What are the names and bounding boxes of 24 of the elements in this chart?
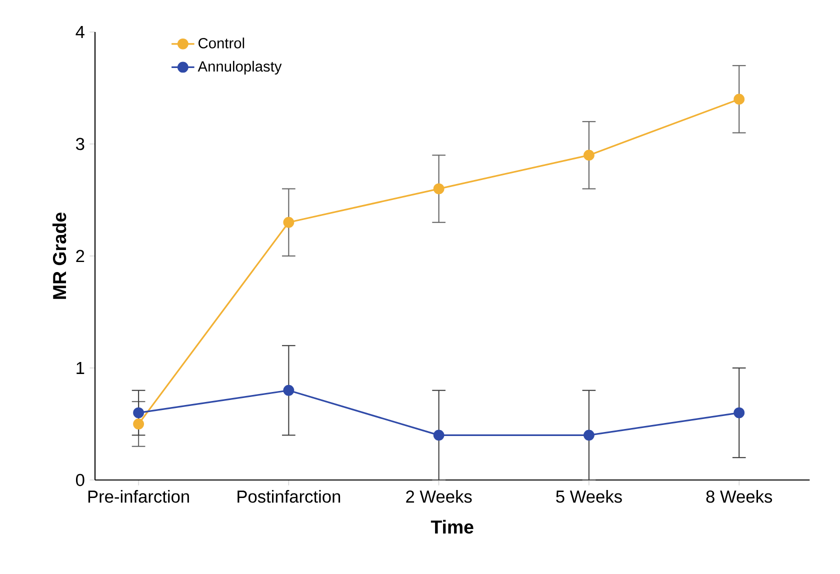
point	[583, 150, 594, 161]
point	[734, 407, 745, 418]
point	[133, 407, 144, 418]
legend-label: Control	[198, 38, 244, 48]
point	[583, 430, 594, 441]
y-tick-label: 3	[76, 138, 84, 150]
point	[433, 183, 444, 194]
point	[283, 216, 294, 228]
x-axis-title: Time	[430, 520, 474, 534]
x-tick-label: 5 Weeks	[556, 490, 622, 503]
x-tick-label: Pre-infarction	[88, 490, 189, 503]
y-tick-label: 0	[76, 474, 84, 486]
y-tick-label: 2	[76, 250, 84, 262]
y-axis-title: MR Grade	[52, 212, 66, 299]
point	[433, 430, 444, 441]
x-tick-label: Postinfarction	[238, 490, 340, 503]
point	[133, 418, 144, 430]
legend-label: Annuloplasty	[198, 60, 282, 75]
point	[734, 94, 745, 105]
point	[283, 384, 294, 396]
y-tick-label: 4	[76, 26, 84, 38]
y-tick-label: 1	[76, 362, 84, 374]
x-tick-label: 2 Weeks	[406, 490, 472, 503]
x-tick-label: 8 Weeks	[706, 490, 772, 503]
